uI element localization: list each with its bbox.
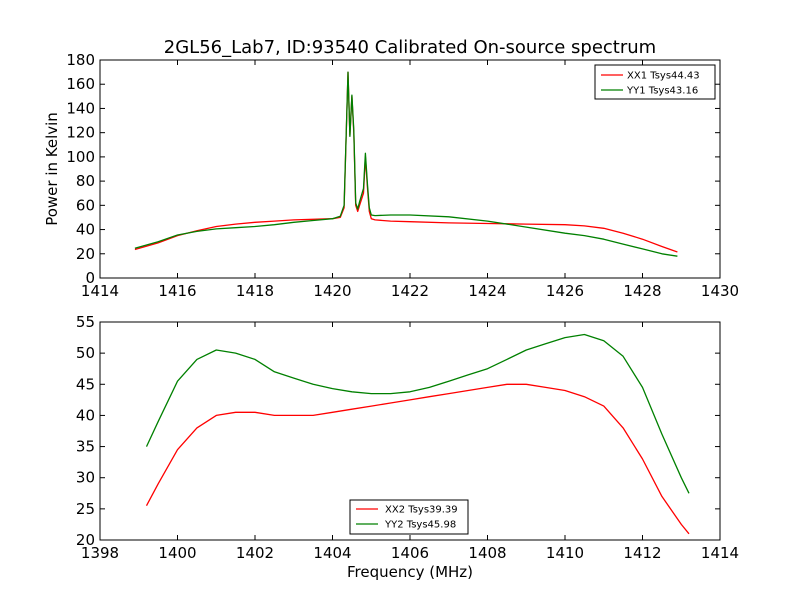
bottom-y-tick-label: 55 bbox=[76, 313, 95, 331]
bottom-x-tick-label: 1406 bbox=[391, 544, 429, 562]
top-y-tick-label: 20 bbox=[76, 245, 95, 263]
top-series-line-yy bbox=[134, 71, 678, 257]
top-x-tick-label: 1428 bbox=[623, 282, 661, 300]
top-x-tick-label: 1424 bbox=[468, 282, 506, 300]
top-x-tick-label: 1416 bbox=[158, 282, 196, 300]
top-y-tick-label: 180 bbox=[66, 51, 95, 69]
top-y-tick-label: 60 bbox=[76, 196, 95, 214]
top-x-tick-label: 1420 bbox=[313, 282, 351, 300]
bottom-legend-yy-label: YY2 Tsys45.98 bbox=[384, 520, 456, 531]
bottom-x-tick-label: 1402 bbox=[236, 544, 274, 562]
bottom-x-tick-label: 1414 bbox=[701, 544, 739, 562]
bottom-y-tick-label: 20 bbox=[76, 531, 95, 549]
bottom-panel-xlabel: Frequency (MHz) bbox=[347, 563, 473, 581]
top-legend-yy-label: YY1 Tsys43.16 bbox=[626, 86, 698, 97]
top-y-tick-label: 100 bbox=[66, 148, 95, 166]
top-x-tick-label: 1418 bbox=[236, 282, 274, 300]
bottom-y-tick-label: 40 bbox=[76, 406, 95, 424]
figure-title: 2GL56_Lab7, ID:93540 Calibrated On-sourc… bbox=[164, 37, 656, 58]
top-x-tick-label: 1422 bbox=[391, 282, 429, 300]
top-x-tick-label: 1426 bbox=[546, 282, 584, 300]
bottom-panel: 1398 1400 1402 1404 1406 1408 1410 1412 1414 20 25… bbox=[76, 313, 739, 581]
bottom-legend-box bbox=[349, 499, 469, 535]
bottom-x-tick-label: 1398 bbox=[81, 544, 119, 562]
bottom-y-tick-label: 45 bbox=[76, 375, 95, 393]
bottom-x-tick-label: 1410 bbox=[546, 544, 584, 562]
bottom-x-tick-label: 1400 bbox=[158, 544, 196, 562]
top-panel-ticks: 1414 1416 1418 1420 1422 1424 1426 1428 1430 0 20 4… bbox=[66, 51, 739, 300]
bottom-y-tick-label: 30 bbox=[76, 469, 95, 487]
bottom-y-tick-label: 50 bbox=[76, 344, 95, 362]
bottom-series-line-yy bbox=[145, 333, 690, 494]
top-y-tick-label: 140 bbox=[66, 99, 95, 117]
bottom-legend-xx-label: XX2 Tsys39.39 bbox=[385, 505, 458, 516]
top-panel: 1414 1416 1418 1420 1422 1424 1426 1428 1430 0 20 4… bbox=[43, 51, 739, 300]
bottom-y-tick-label: 25 bbox=[76, 500, 95, 518]
bottom-panel-series bbox=[145, 333, 690, 535]
bottom-panel-ticks: 1398 1400 1402 1404 1406 1408 1410 1412 1414 20 25… bbox=[76, 313, 739, 562]
bottom-y-tick-label: 35 bbox=[76, 438, 95, 456]
bottom-x-tick-label: 1404 bbox=[313, 544, 351, 562]
top-x-tick-label: 1414 bbox=[81, 282, 119, 300]
top-panel-series bbox=[134, 71, 678, 257]
top-legend-box bbox=[594, 64, 716, 100]
top-legend: XX1 Tsys44.43 YY1 Tsys43.16 bbox=[594, 64, 716, 100]
top-x-tick-label: 1430 bbox=[701, 282, 739, 300]
bottom-x-tick-label: 1412 bbox=[623, 544, 661, 562]
top-y-tick-label: 160 bbox=[66, 75, 95, 93]
top-legend-xx-label: XX1 Tsys44.43 bbox=[627, 71, 700, 82]
bottom-series-line-xx bbox=[145, 383, 690, 535]
top-y-tick-label: 0 bbox=[85, 269, 95, 287]
top-y-tick-label: 120 bbox=[66, 124, 95, 142]
top-y-tick-label: 40 bbox=[76, 221, 95, 239]
top-panel-ylabel: Power in Kelvin bbox=[43, 112, 61, 226]
top-y-tick-label: 80 bbox=[76, 172, 95, 190]
top-series-line-xx bbox=[134, 71, 678, 253]
bottom-legend: XX2 Tsys39.39 YY2 Tsys45.98 bbox=[349, 499, 469, 535]
bottom-x-tick-label: 1408 bbox=[468, 544, 506, 562]
